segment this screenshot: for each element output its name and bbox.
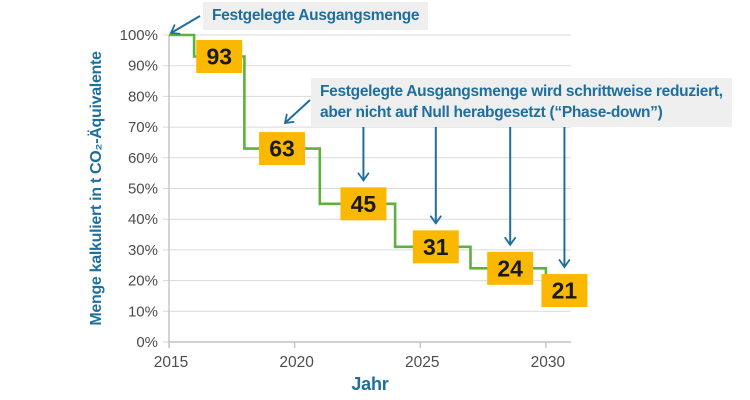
annotation-phase-down-line2: aber nicht auf Null herabgesetzt (“Phase… <box>320 104 663 121</box>
x-axis-title: Jahr <box>351 374 388 394</box>
value-box-label: 93 <box>206 43 232 69</box>
value-box-label: 45 <box>351 191 377 217</box>
x-axis-tick-labels: 2015 2020 2025 2030 <box>154 342 566 371</box>
y-tick-label: 90% <box>128 58 158 75</box>
y-axis-tick-labels: 0% 10% 20% 30% 40% 50% 60% 70% 80% 90% 100% <box>120 27 158 351</box>
y-tick-label: 30% <box>128 242 158 259</box>
value-box-label: 24 <box>497 255 523 281</box>
value-box-label: 21 <box>552 278 578 304</box>
x-tick-label: 2015 <box>154 354 188 371</box>
x-tick-label: 2025 <box>405 354 439 371</box>
y-tick-label: 40% <box>128 211 158 228</box>
x-tick-label: 2020 <box>279 354 314 371</box>
y-tick-label: 70% <box>128 119 158 136</box>
value-box-24 <box>487 251 534 285</box>
x-tick-label: 2030 <box>531 354 566 371</box>
value-box-21 <box>541 274 588 308</box>
annotation-start-text: Festgelegte Ausgangsmenge <box>212 7 420 24</box>
value-label-boxes: 93 63 45 31 24 21 <box>196 39 588 308</box>
value-box-93 <box>196 39 243 73</box>
value-box-label: 63 <box>269 136 295 162</box>
y-axis-title: Menge kalkuliert in t CO₂-Äquivalente <box>87 51 105 326</box>
value-box-45 <box>340 187 387 221</box>
y-tick-label: 0% <box>136 334 158 351</box>
annotation-phase-down: Festgelegte Ausgangsmenge wird schrittwe… <box>311 78 732 127</box>
annotation-phase-down-line1: Festgelegte Ausgangsmenge wird schrittwe… <box>320 83 723 100</box>
arrow-to-63 <box>283 99 311 125</box>
y-tick-label: 60% <box>128 150 158 167</box>
y-tick-label: 80% <box>128 88 158 105</box>
annotation-arrows <box>169 15 571 269</box>
annotation-start: Festgelegte Ausgangsmenge <box>203 2 429 30</box>
y-tick-label: 20% <box>128 273 158 290</box>
y-tick-label: 50% <box>128 181 158 198</box>
value-box-label: 31 <box>423 234 449 260</box>
value-box-63 <box>259 132 306 166</box>
y-tick-label: 100% <box>120 27 158 44</box>
value-box-31 <box>412 230 459 264</box>
arrow-to-start <box>169 15 201 35</box>
y-tick-label: 10% <box>128 303 158 320</box>
